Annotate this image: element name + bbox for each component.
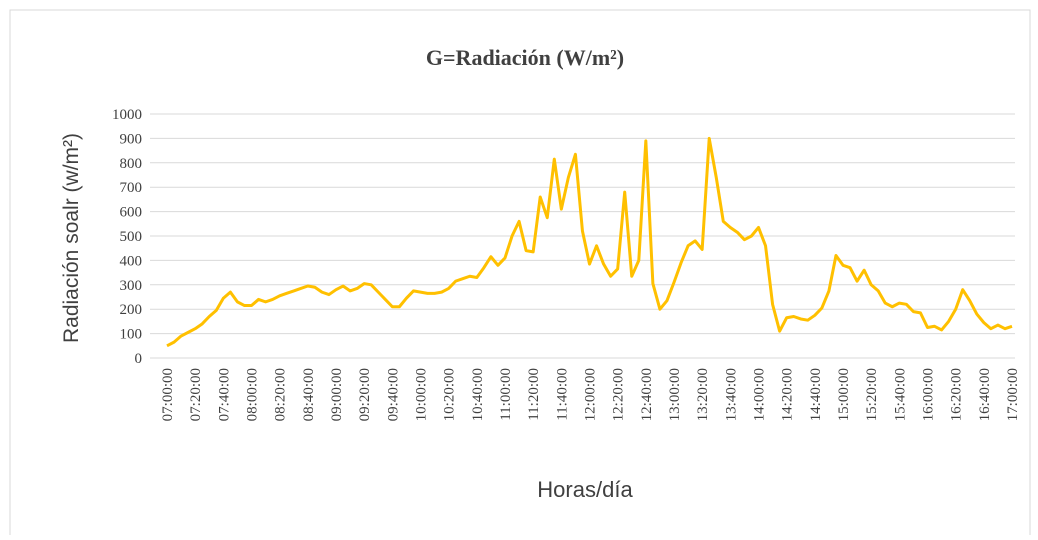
x-tick-label: 07:40:00: [216, 368, 232, 421]
x-tick-label: 14:40:00: [808, 368, 824, 421]
y-tick-label: 900: [120, 131, 143, 147]
x-tick-label: 12:40:00: [639, 368, 655, 421]
x-tick-label: 11:00:00: [498, 368, 514, 421]
y-tick-label: 600: [120, 205, 143, 221]
x-tick-label: 11:40:00: [554, 368, 570, 421]
x-tick-label: 13:20:00: [695, 368, 711, 421]
y-tick-label: 0: [135, 351, 143, 367]
x-tick-label: 15:00:00: [836, 368, 852, 421]
x-tick-label: 09:20:00: [357, 368, 373, 421]
x-tick-label: 10:20:00: [442, 368, 458, 421]
x-tick-label: 14:00:00: [752, 368, 768, 421]
x-tick-label: 08:40:00: [301, 368, 317, 421]
x-tick-label: 12:00:00: [583, 368, 599, 421]
x-tick-label: 08:00:00: [245, 368, 261, 421]
x-tick-label: 13:00:00: [667, 368, 683, 421]
x-tick-label: 14:20:00: [780, 368, 796, 421]
x-tick-label: 07:20:00: [188, 368, 204, 421]
x-tick-label: 10:40:00: [470, 368, 486, 421]
x-tick-label: 15:20:00: [864, 368, 880, 421]
x-tick-label: 16:40:00: [977, 368, 993, 421]
y-tick-label: 1000: [112, 107, 142, 123]
y-tick-label: 500: [120, 229, 143, 245]
x-axis-label: Horas/día: [537, 477, 633, 502]
y-tick-label: 300: [120, 278, 143, 294]
x-tick-label: 08:20:00: [273, 368, 289, 421]
x-tick-label: 11:20:00: [526, 368, 542, 421]
x-tick-label: 07:00:00: [160, 368, 176, 421]
data-line: [166, 136, 1013, 348]
x-tick-label: 16:20:00: [949, 368, 965, 421]
x-tick-label: 17:00:00: [1005, 368, 1021, 421]
y-tick-label: 800: [120, 156, 143, 172]
y-axis-label: Radiación soalr (w/m²): [60, 133, 83, 343]
chart-title: G=Radiación (W/m²): [426, 45, 624, 70]
y-tick-label: 700: [120, 180, 143, 196]
x-tick-label: 16:00:00: [921, 368, 937, 421]
y-tick-label: 100: [120, 327, 143, 343]
y-tick-label: 200: [120, 302, 143, 318]
x-tick-label: 13:40:00: [723, 368, 739, 421]
x-tick-label: 12:20:00: [611, 368, 627, 421]
x-tick-label: 10:00:00: [414, 368, 430, 421]
x-tick-label: 15:40:00: [892, 368, 908, 421]
x-tick-label: 09:40:00: [385, 368, 401, 421]
y-tick-label: 400: [120, 253, 143, 269]
x-tick-label: 09:00:00: [329, 368, 345, 421]
chart-frame: [9, 9, 1031, 540]
